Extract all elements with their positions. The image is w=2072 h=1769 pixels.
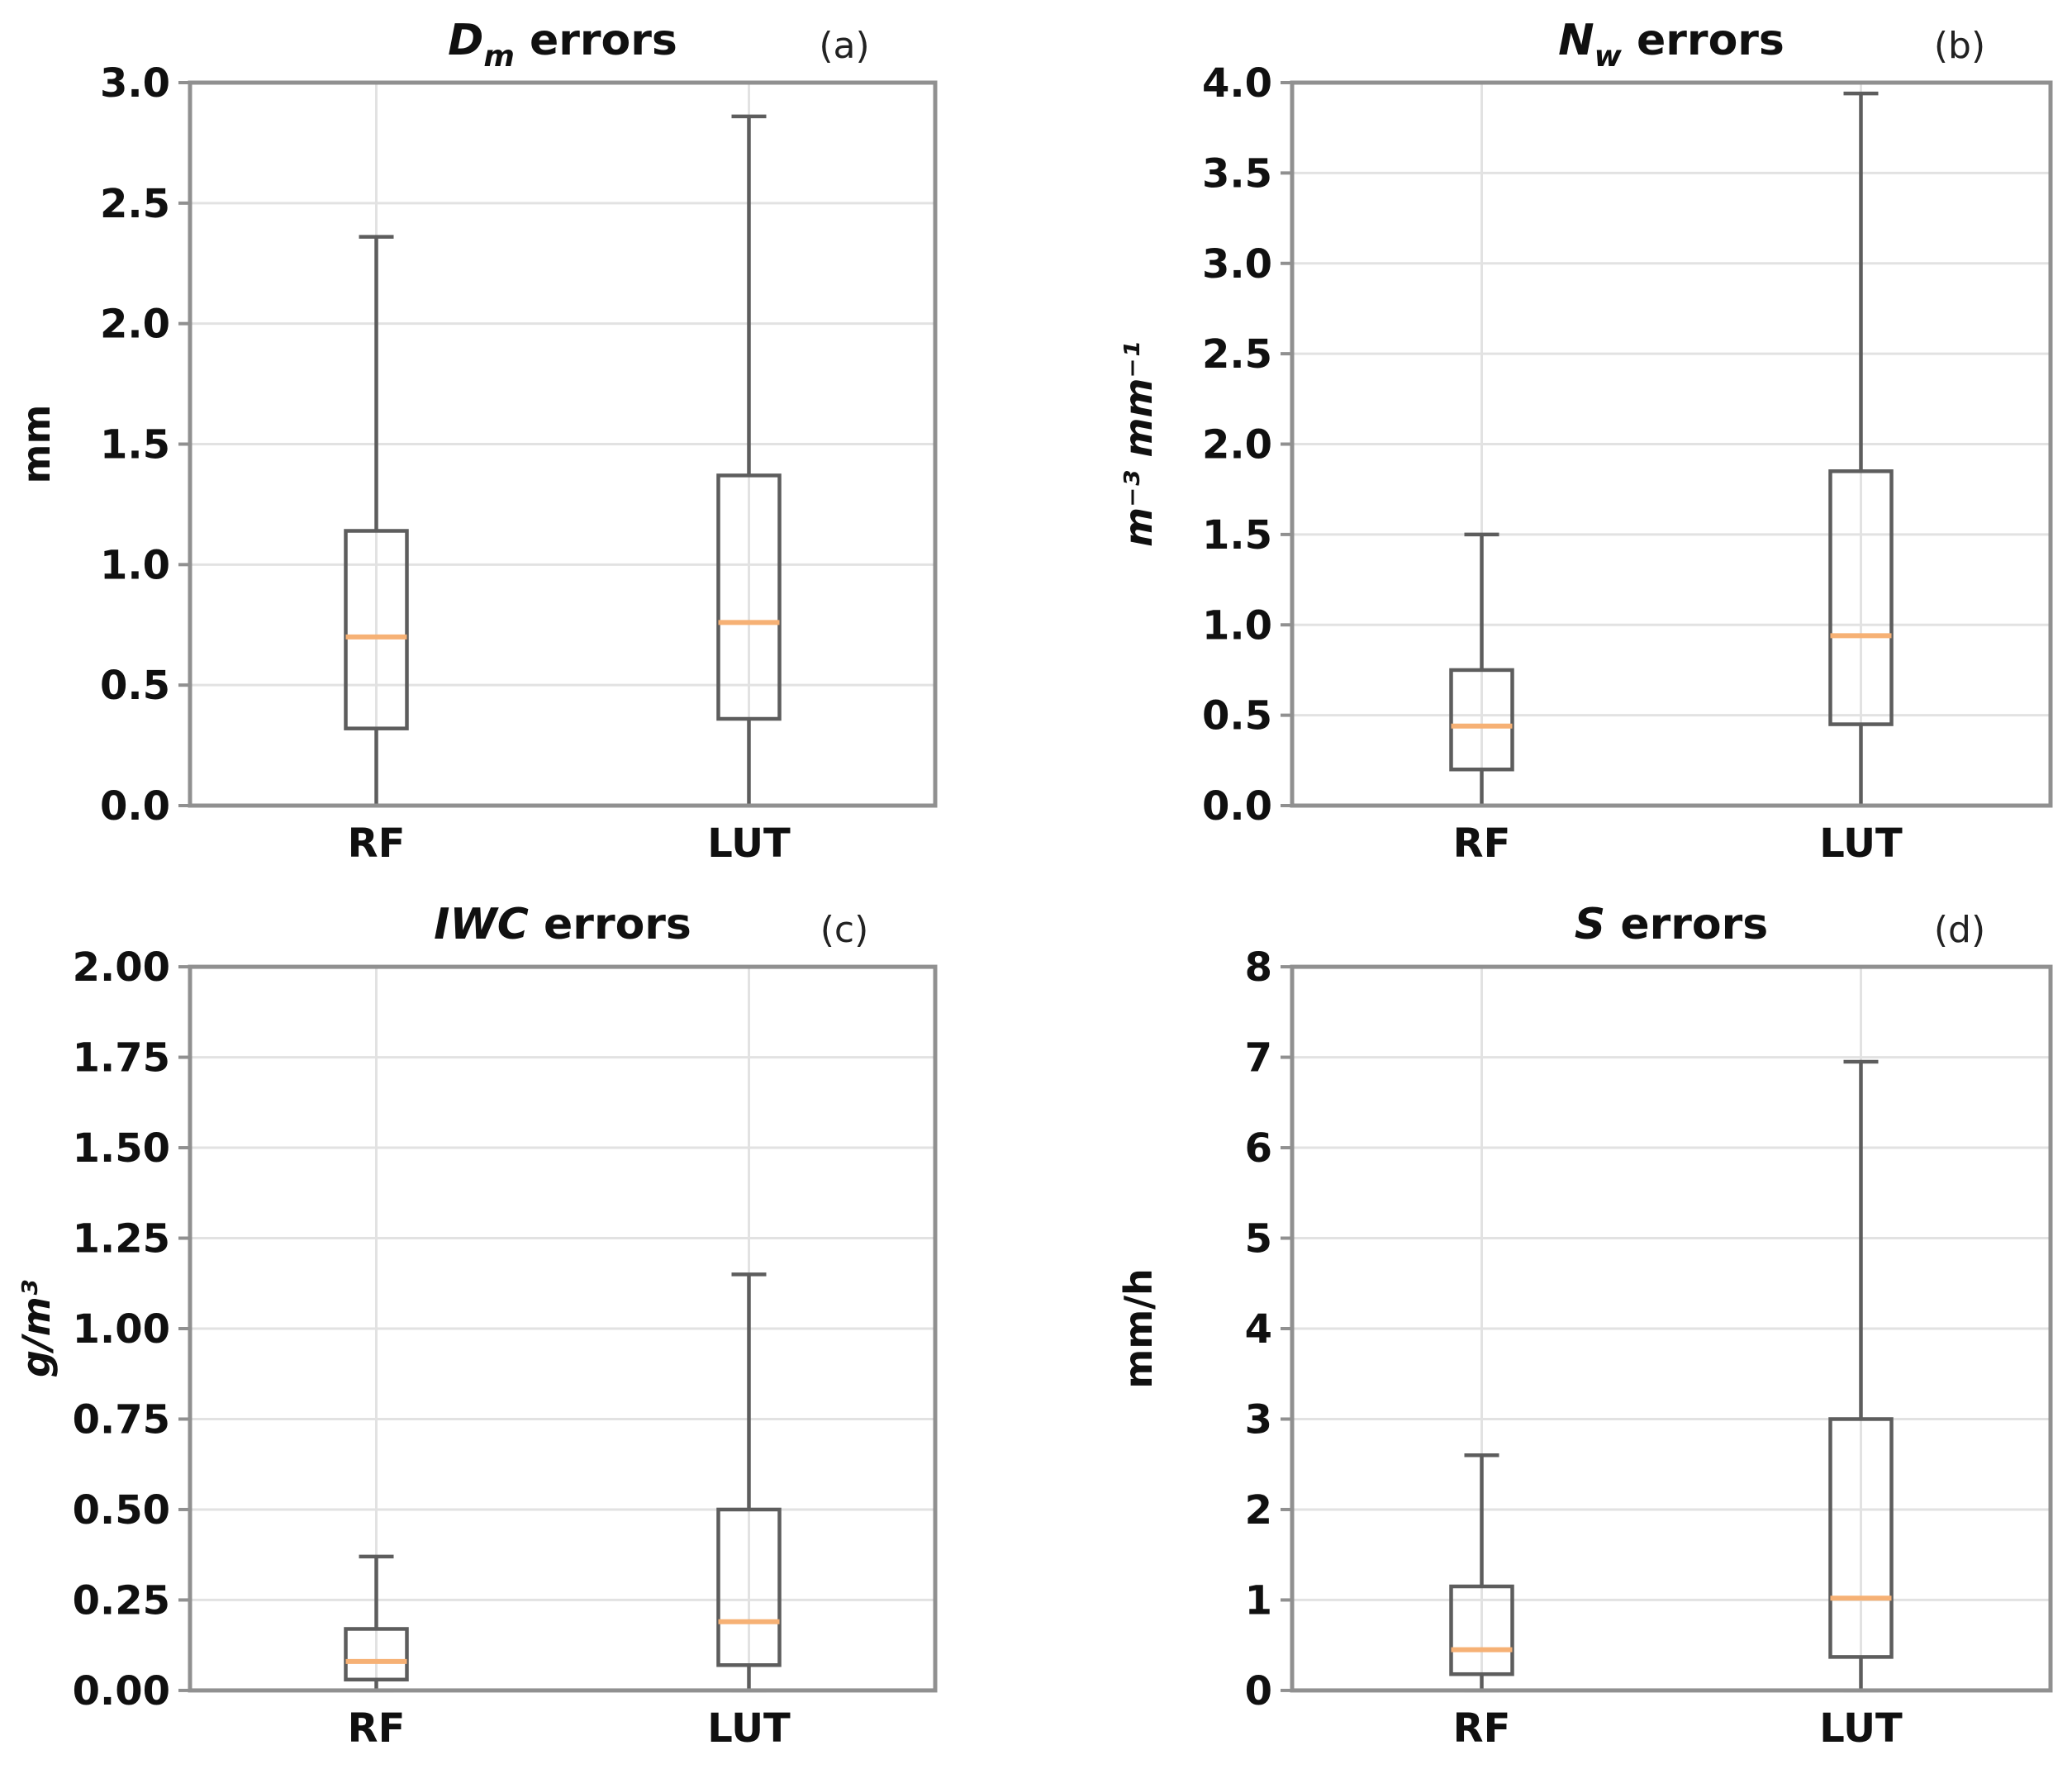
y-axis-tick-label: 0.25 (73, 1577, 170, 1624)
y-axis-tick-label: 0.0 (1202, 783, 1272, 830)
y-axis-label: mm/h (1116, 1268, 1161, 1389)
y-axis-tick-label: 2.0 (100, 302, 170, 348)
y-axis-tick-label: 5 (1245, 1216, 1272, 1263)
box-RF (344, 529, 409, 730)
panel-title: IWC errors (434, 900, 691, 949)
y-axis-tick-label: 0.5 (1202, 693, 1272, 739)
panel-letter-label: (c) (820, 909, 869, 951)
y-axis-tick-label: 3.0 (100, 60, 170, 107)
boxplot-svg-d: 0 1 2 3 4 5 6 7 8 RF LUT S errors (d) mm/h (1116, 900, 2053, 1752)
box-LUT (716, 473, 782, 721)
panel-c: 0.00 0.25 0.50 0.75 1.00 1.25 1.50 1.75 2.00 RF LU… (0, 884, 1036, 1769)
x-axis-category-label: LUT (1819, 1705, 1903, 1752)
y-axis-tick-label: 0.0 (100, 783, 170, 830)
y-axis-tick-label: 3.0 (1202, 241, 1272, 288)
panel-letter-label: (b) (1934, 25, 1985, 67)
x-axis-category-label: RF (1453, 1705, 1511, 1752)
panel-title-rest: errors (529, 900, 691, 949)
panel-title-variable: N (1558, 16, 1594, 65)
box-RF (344, 1627, 409, 1682)
y-axis-tick-label: 1.75 (73, 1035, 170, 1082)
panel-b: 0.0 0.5 1.0 1.5 2.0 2.5 3.0 3.5 4.0 RF LUT Nw error… (1036, 0, 2072, 884)
y-axis-tick-label: 0.75 (73, 1396, 170, 1443)
panel-title: S errors (1575, 900, 1768, 949)
y-axis-tick-label: 4.0 (1202, 60, 1272, 107)
y-axis-tick-label: 6 (1245, 1125, 1272, 1172)
y-axis-tick-label: 0.5 (100, 663, 170, 709)
panel-d: 0 1 2 3 4 5 6 7 8 RF LUT S errors (d) mm/h (1036, 884, 2072, 1769)
panel-a: 0.0 0.5 1.0 1.5 2.0 2.5 3.0 RF LUT Dm errors (a) mm (0, 0, 1036, 884)
boxplot-svg-c: 0.00 0.25 0.50 0.75 1.00 1.25 1.50 1.75 2.00 RF LU… (14, 900, 938, 1752)
plot-border (1290, 964, 2053, 1693)
y-axis-tick-label: 2.5 (1202, 331, 1272, 378)
plot-border (188, 964, 938, 1693)
panel-title-variable: D (448, 16, 483, 65)
panel-title: Dm errors (448, 16, 677, 74)
y-axis-tick-label: 1.50 (73, 1125, 170, 1172)
y-axis-tick-label: 1.5 (1202, 512, 1272, 559)
plot-border (1290, 80, 2053, 808)
box-LUT (716, 1507, 782, 1667)
x-axis-category-label: LUT (707, 820, 791, 867)
panel-title-variable: S (1575, 900, 1605, 949)
boxplot-svg-a: 0.0 0.5 1.0 1.5 2.0 2.5 3.0 RF LUT Dm errors (a) mm (14, 16, 938, 867)
box-RF (1449, 1584, 1514, 1676)
y-axis-tick-label: 0.00 (73, 1668, 170, 1714)
panel-title-rest: errors (1605, 900, 1768, 949)
y-axis-tick-label: 8 (1245, 944, 1272, 991)
y-axis-tick-label: 3.5 (1202, 150, 1272, 197)
panel-letter-label: (d) (1934, 909, 1985, 951)
y-axis-tick-label: 0.50 (73, 1487, 170, 1534)
y-axis-tick-label: 3 (1245, 1396, 1272, 1443)
y-axis-tick-label: 7 (1245, 1035, 1272, 1082)
box-LUT (1828, 1417, 1894, 1659)
y-axis-label: g/m³ (14, 1280, 59, 1377)
panel-title-subscript: m (483, 40, 515, 74)
panel-title-rest: errors (515, 16, 677, 65)
y-axis-tick-label: 1.0 (100, 542, 170, 588)
panel-letter-label: (a) (819, 25, 869, 67)
panel-title-subscript: w (1594, 40, 1623, 74)
boxplot-svg-b: 0.0 0.5 1.0 1.5 2.0 2.5 3.0 3.5 4.0 RF LUT Nw error… (1116, 16, 2053, 867)
x-axis-category-label: LUT (1819, 820, 1903, 867)
panel-title-rest: errors (1622, 16, 1784, 65)
y-axis-tick-label: 1.00 (73, 1306, 170, 1353)
y-axis-tick-label: 1 (1245, 1577, 1272, 1624)
y-axis-tick-label: 2 (1245, 1487, 1272, 1534)
x-axis-category-label: RF (348, 820, 406, 867)
x-axis-category-label: RF (348, 1705, 406, 1752)
box-RF (1449, 668, 1514, 772)
y-axis-tick-label: 2.00 (73, 944, 170, 991)
y-axis-tick-label: 0 (1245, 1668, 1272, 1714)
panel-title-variable: IWC (434, 900, 529, 949)
y-axis-label: mm (14, 405, 59, 484)
panel-title: Nw errors (1558, 16, 1784, 74)
y-axis-tick-label: 2.5 (100, 181, 170, 227)
y-axis-tick-label: 1.25 (73, 1216, 170, 1263)
plot-border (188, 80, 938, 808)
y-axis-tick-label: 2.0 (1202, 422, 1272, 468)
y-axis-tick-label: 4 (1245, 1306, 1272, 1353)
x-axis-category-label: LUT (707, 1705, 791, 1752)
box-LUT (1828, 469, 1894, 726)
y-axis-label: m⁻³ mm⁻¹ (1116, 341, 1161, 547)
y-axis-tick-label: 1.5 (100, 422, 170, 468)
x-axis-category-label: RF (1453, 820, 1511, 867)
y-axis-tick-label: 1.0 (1202, 602, 1272, 649)
